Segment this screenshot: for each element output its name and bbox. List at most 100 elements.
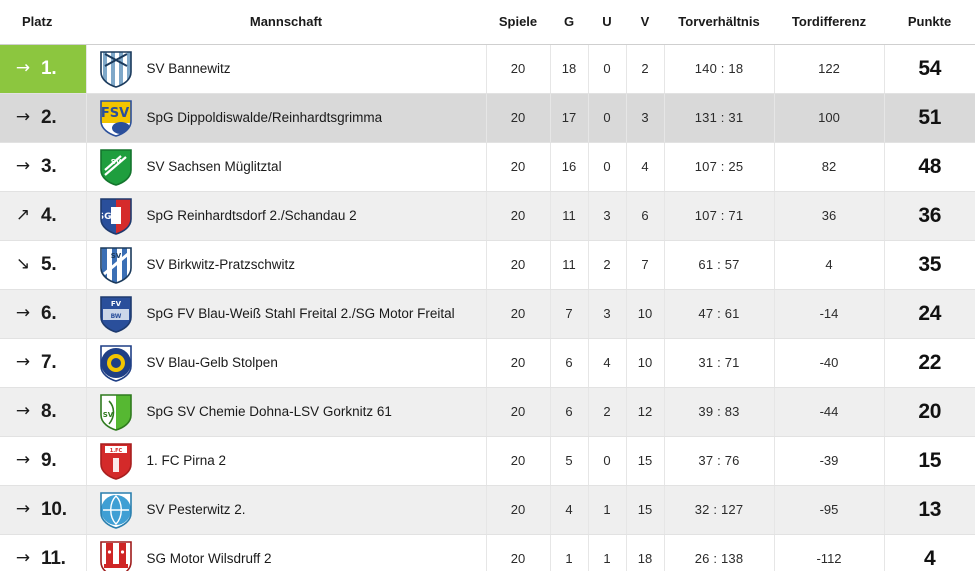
table-row[interactable]: → 8. SV SpG SV Chemie Dohna-LSV Gorknitz 61…	[0, 387, 975, 437]
rank-number: 7.	[41, 351, 57, 373]
table-row[interactable]: → 10. SV Pesterwitz 2. 20 4 1 15 32 : 127 -95 13	[0, 485, 975, 535]
rank-cell: → 9.	[0, 436, 87, 486]
draw-cell: 1	[588, 534, 627, 571]
lost-cell: 12	[626, 387, 665, 437]
rank-inner: → 11.	[0, 535, 86, 571]
table-row[interactable]: → 1. SV Bannewitz 20 18 0 2 140 : 18 122 54	[0, 44, 975, 94]
games-value: 20	[510, 61, 526, 76]
goal-difference-value: -112	[816, 551, 842, 566]
games-value: 20	[510, 110, 526, 125]
table-row[interactable]: ↗ 4. SGR SpG Reinhardtsdorf 2./Schandau 2 20…	[0, 191, 975, 241]
team-name[interactable]: SV Blau-Gelb Stolpen	[146, 355, 278, 370]
arrow-right-icon: →	[15, 450, 31, 470]
lost-cell: 15	[626, 485, 665, 535]
goals-cell: 39 : 83	[664, 387, 775, 437]
team-name[interactable]: SG Motor Wilsdruff 2	[146, 551, 272, 566]
points-cell: 51	[884, 93, 975, 143]
column-header-team[interactable]: Mannschaft	[86, 0, 486, 45]
team-cell: FSV SpG Dippoldiswalde/Reinhardtsgrimma	[86, 93, 487, 143]
svg-text:1.FC: 1.FC	[109, 448, 122, 454]
table-row[interactable]: → 3. SV SV Sachsen Müglitztal 20 16 0 4 107 : 25…	[0, 142, 975, 192]
won-value: 5	[565, 453, 573, 468]
team-cell: SGR SpG Reinhardtsdorf 2./Schandau 2	[86, 191, 487, 241]
column-header-lost[interactable]: V	[626, 0, 664, 45]
column-header-won[interactable]: G	[550, 0, 588, 45]
column-header-games[interactable]: Spiele	[486, 0, 550, 45]
games-value: 20	[510, 159, 526, 174]
team-row-inner: 1.FC 1. FC Pirna 2	[99, 442, 478, 480]
lost-value: 15	[637, 502, 653, 517]
team-name[interactable]: SpG SV Chemie Dohna-LSV Gorknitz 61	[146, 404, 392, 419]
rank-number: 6.	[41, 302, 57, 324]
table-header: Platz Mannschaft Spiele G U V Torverhält…	[0, 0, 975, 45]
goals-value: 39 : 83	[698, 404, 740, 419]
points-cell: 13	[884, 485, 975, 535]
column-header-goal-difference[interactable]: Tordifferenz	[774, 0, 884, 45]
points-value: 48	[918, 154, 942, 178]
goal-difference-cell: 4	[774, 240, 885, 290]
lost-value: 3	[641, 110, 649, 125]
won-cell: 17	[550, 93, 589, 143]
points-value: 22	[918, 350, 942, 374]
draw-cell: 3	[588, 289, 627, 339]
lost-value: 12	[637, 404, 653, 419]
won-value: 11	[562, 208, 576, 223]
arrow-right-icon: →	[15, 401, 31, 421]
points-cell: 4	[884, 534, 975, 571]
lost-value: 4	[641, 159, 649, 174]
games-cell: 20	[486, 44, 551, 94]
won-value: 18	[561, 61, 577, 76]
points-cell: 22	[884, 338, 975, 388]
points-cell: 15	[884, 436, 975, 486]
goals-value: 26 : 138	[694, 551, 744, 566]
team-name[interactable]: 1. FC Pirna 2	[146, 453, 227, 468]
goal-difference-cell: 36	[774, 191, 885, 241]
won-value: 16	[561, 159, 577, 174]
table-row[interactable]: → 2. FSV SpG Dippoldiswalde/Reinhardtsgrimm…	[0, 93, 975, 143]
draw-value: 0	[603, 159, 611, 174]
games-cell: 20	[486, 142, 551, 192]
draw-cell: 1	[588, 485, 627, 535]
crest-fc-pirna: 1.FC	[99, 442, 133, 480]
points-value: 35	[918, 252, 942, 276]
rank-cell: ↘ 5.	[0, 240, 87, 290]
team-name[interactable]: SV Sachsen Müglitztal	[146, 159, 282, 174]
lost-cell: 18	[626, 534, 665, 571]
team-name[interactable]: SV Bannewitz	[146, 61, 231, 76]
column-header-goals[interactable]: Torverhältnis	[664, 0, 774, 45]
team-name[interactable]: SpG FV Blau-Weiß Stahl Freital 2./SG Mot…	[146, 306, 455, 321]
goal-difference-cell: -44	[774, 387, 885, 437]
rank-cell: → 7.	[0, 338, 87, 388]
rank-inner: ↘ 5.	[0, 241, 86, 289]
team-name[interactable]: SpG Reinhardtsdorf 2./Schandau 2	[146, 208, 357, 223]
goal-difference-value: -44	[819, 404, 839, 419]
goal-difference-cell: -39	[774, 436, 885, 486]
points-cell: 54	[884, 44, 975, 94]
team-name[interactable]: SpG Dippoldiswalde/Reinhardtsgrimma	[146, 110, 383, 125]
lost-cell: 10	[626, 338, 665, 388]
svg-text:SV: SV	[110, 158, 121, 166]
lost-cell: 4	[626, 142, 665, 192]
table-row[interactable]: ↘ 5. SV SV Birkwitz-Pratzschwitz 20 11 2 7 61 : …	[0, 240, 975, 290]
rank-inner: → 2.	[0, 94, 86, 142]
table-row[interactable]: → 6. FV BW SpG FV Blau-Weiß Stahl Freital 2.…	[0, 289, 975, 339]
won-value: 6	[565, 355, 573, 370]
goal-difference-cell: -112	[774, 534, 885, 571]
table-row[interactable]: → 11. SG Motor Wilsdruff 2 20 1 1 18 26 : 138 -1…	[0, 534, 975, 571]
points-value: 51	[918, 105, 942, 129]
lost-value: 15	[637, 453, 653, 468]
goal-difference-value: 100	[818, 110, 840, 125]
table-row[interactable]: → 9. 1.FC 1. FC Pirna 2 20 5 0 15 37 : 76 -39 15	[0, 436, 975, 486]
svg-text:SV: SV	[110, 252, 121, 260]
team-name[interactable]: SV Pesterwitz 2.	[146, 502, 246, 517]
column-header-rank[interactable]: Platz	[0, 0, 86, 45]
column-header-points[interactable]: Punkte	[884, 0, 975, 45]
svg-text:BW: BW	[110, 313, 121, 320]
column-header-draw[interactable]: U	[588, 0, 626, 45]
games-value: 20	[510, 551, 526, 566]
team-name[interactable]: SV Birkwitz-Pratzschwitz	[146, 257, 296, 272]
team-row-inner: FSV SpG Dippoldiswalde/Reinhardtsgrimma	[99, 99, 478, 137]
games-cell: 20	[486, 436, 551, 486]
lost-value: 2	[641, 61, 649, 76]
table-row[interactable]: → 7. SV Blau-Gelb Stolpen 20 6 4 10 31 : 71 -40 2…	[0, 338, 975, 388]
